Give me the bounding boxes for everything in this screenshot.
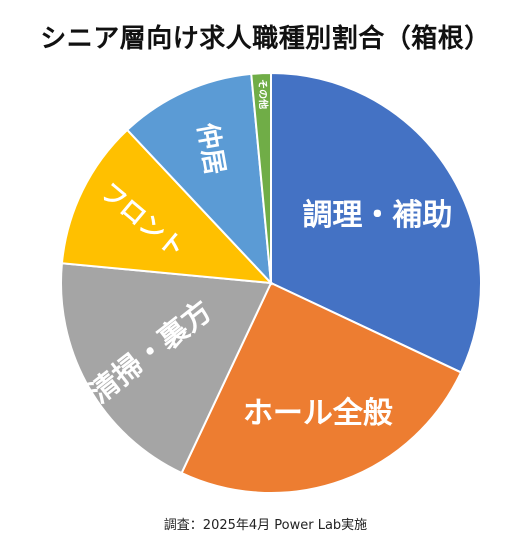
- pie-slice-1: [270, 71, 482, 374]
- pie-label-6: その他: [256, 79, 270, 109]
- pie-label-2: ホール全般: [243, 396, 393, 431]
- pie-slice-5: [125, 72, 273, 286]
- pie-slice-4: [60, 128, 274, 285]
- pie-slice-3: [60, 262, 273, 475]
- chart-title: シニア層向け求人職種別割合（箱根）: [40, 24, 491, 54]
- pie-slice-6: [250, 71, 272, 284]
- pie-label-1: 調理・補助: [302, 198, 452, 233]
- pie-slice-2: [180, 281, 463, 494]
- source-footnote: 調査：2025年4月 Power Lab実施: [163, 518, 368, 533]
